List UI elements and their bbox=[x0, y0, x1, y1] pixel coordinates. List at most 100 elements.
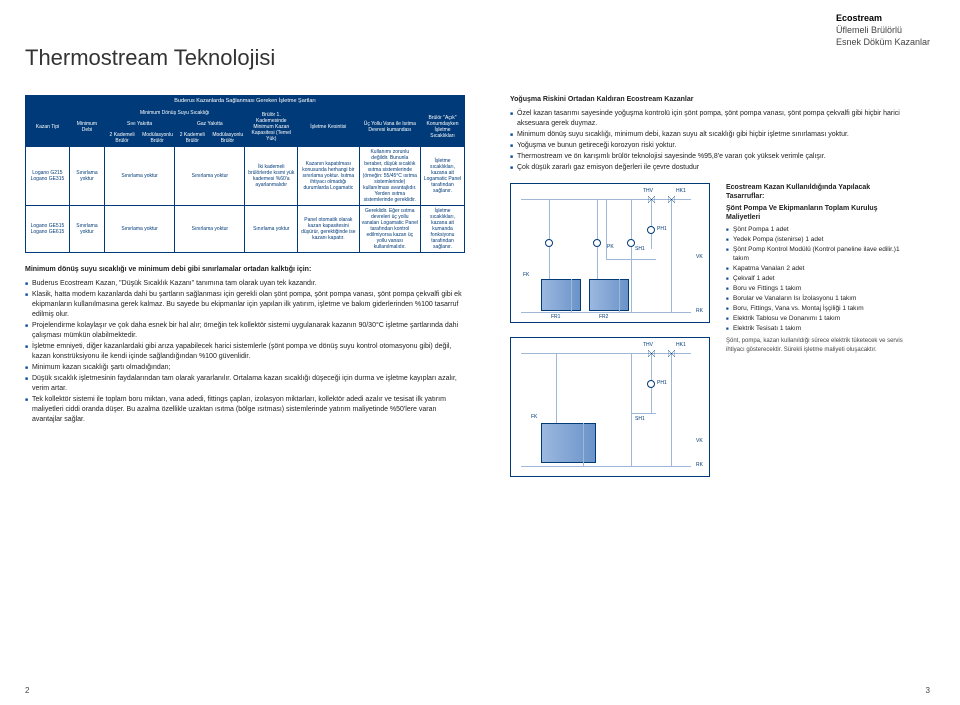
page-title: Thermostream Teknolojisi bbox=[25, 45, 275, 71]
r1-model: Logano G215 Logano GE315 bbox=[26, 147, 70, 206]
sidebar-item: Şönt Pomp Kontrol Modülü (Kontrol paneli… bbox=[726, 245, 906, 263]
pump-icon bbox=[647, 226, 655, 234]
pump-icon bbox=[593, 239, 601, 247]
label-hk1: HK1 bbox=[676, 342, 686, 348]
sidebar-item: Boru, Fittings, Vana vs. Montaj İşçiliği… bbox=[726, 304, 906, 313]
sidebar-item: Boru ve Fittings 1 takım bbox=[726, 284, 906, 293]
brand-name: Ecostream bbox=[836, 12, 930, 24]
right-bullet-5: Çok düşük zararlı gaz emisyon değerleri … bbox=[510, 163, 930, 173]
label-vk: VK bbox=[696, 438, 703, 444]
label-fk: FK bbox=[523, 272, 529, 278]
th-2kad-1: 2 Kademeli Brülör bbox=[105, 130, 140, 147]
r1-c1: Sınırlama yoktur bbox=[69, 147, 104, 206]
r2-c1: Sınırlama yoktur bbox=[69, 206, 104, 253]
r2-c3: Sınırlama yoktur bbox=[175, 206, 245, 253]
label-ph1: PH1 bbox=[657, 380, 667, 386]
right-section-title: Yoğuşma Riskini Ortadan Kaldıran Ecostre… bbox=[510, 95, 930, 105]
r2-c5: Panel otomatik olarak kazan kapasitesini… bbox=[298, 206, 359, 253]
valve-icon bbox=[668, 350, 675, 357]
pump-icon bbox=[647, 380, 655, 388]
body-bullet-3: Projelendirme kolaylaşır ve çok daha esn… bbox=[25, 321, 465, 341]
header-brand-block: Ecostream Üflemeli Brülörlü Esnek Döküm … bbox=[836, 12, 930, 48]
pump-icon bbox=[627, 239, 635, 247]
left-column: Buderus Kazanlarda Sağlanması Gereken İş… bbox=[25, 95, 465, 426]
brand-line-1: Üflemeli Brülörlü bbox=[836, 24, 930, 36]
boiler-icon bbox=[541, 423, 596, 463]
th-brulor1: Brülör 1. Kademesinde Minimum Kazan Kapa… bbox=[245, 108, 298, 147]
r2-model: Logano GE515 Logano GE615 bbox=[26, 206, 70, 253]
body-text: Minimum dönüş suyu sıcaklığı ve minimum … bbox=[25, 265, 465, 425]
r2-c2: Sınırlama yoktur bbox=[105, 206, 175, 253]
r2-c6: Gereklidir. Eğer ısıtma devreleri üç yol… bbox=[359, 206, 420, 253]
table: Kazan Tipi Minimum Debi Minimum Dönüş Su… bbox=[25, 107, 465, 253]
th-kazan-tipi: Kazan Tipi bbox=[26, 108, 70, 147]
right-bullet-4: Thermostream ve ön karışımlı brülör tekn… bbox=[510, 152, 930, 162]
right-text: Yoğuşma Riskini Ortadan Kaldıran Ecostre… bbox=[510, 95, 930, 173]
label-sh1: SH1 bbox=[635, 416, 645, 422]
conditions-table: Buderus Kazanlarda Sağlanması Gereken İş… bbox=[25, 95, 465, 253]
r1-c6: Kullanımı zorunlu değildir. Bununla bera… bbox=[359, 147, 420, 206]
label-fr1: FR1 bbox=[551, 314, 560, 320]
right-bullet-3: Yoğuşma ve bunun getireceği korozyon ris… bbox=[510, 141, 930, 151]
r1-c7: İşletme sıcaklıkları, kazana ait Logamat… bbox=[421, 147, 465, 206]
label-thv: THV bbox=[643, 342, 653, 348]
body-bullet-1: Buderus Ecostream Kazan, "Düşük Sıcaklık… bbox=[25, 279, 465, 289]
sidebar-item: Çekvalf 1 adet bbox=[726, 274, 906, 283]
label-rk: RK bbox=[696, 462, 703, 468]
sidebar-item: Yedek Pompa (istenirse) 1 adet bbox=[726, 235, 906, 244]
boiler-icon bbox=[589, 279, 629, 311]
diagram-column: THV HK1 PH1 SH1 FK PK FR1 FR2 VK RK bbox=[510, 183, 710, 491]
boiler-icon bbox=[541, 279, 581, 311]
label-pk: PK bbox=[607, 244, 614, 250]
sidebar-item: Borular ve Vanaların Isı İzolasyonu 1 ta… bbox=[726, 294, 906, 303]
right-column: Yoğuşma Riskini Ortadan Kaldıran Ecostre… bbox=[510, 95, 930, 491]
r1-c3: Sınırlama yoktur bbox=[175, 147, 245, 206]
body-bullet-4: İşletme emniyeti, diğer kazanlardaki gib… bbox=[25, 342, 465, 362]
r2-c7: İşletme sıcaklıkları, kazana ait kumanda… bbox=[421, 206, 465, 253]
valve-icon bbox=[648, 196, 655, 203]
label-ph1: PH1 bbox=[657, 226, 667, 232]
label-vk: VK bbox=[696, 254, 703, 260]
th-sivi: Sıvı Yakıtta bbox=[105, 119, 175, 130]
pump-icon bbox=[545, 239, 553, 247]
th-mod-1: Modülasyonlu Brülör bbox=[140, 130, 175, 147]
r2-c4: Sınırlama yoktur bbox=[245, 206, 298, 253]
table-title: Buderus Kazanlarda Sağlanması Gereken İş… bbox=[25, 95, 465, 107]
sidebar-item: Elektrik Tesisatı 1 takım bbox=[726, 324, 906, 333]
th-min-debi: Minimum Debi bbox=[69, 108, 104, 147]
label-fr2: FR2 bbox=[599, 314, 608, 320]
page-number-right: 3 bbox=[926, 686, 930, 695]
th-min-donus: Minimum Dönüş Suyu Sıcaklığı bbox=[105, 108, 245, 119]
right-split: THV HK1 PH1 SH1 FK PK FR1 FR2 VK RK bbox=[510, 183, 930, 491]
piping-diagram-2: THV HK1 PH1 SH1 FK VK RK bbox=[510, 337, 710, 477]
brand-line-2: Esnek Döküm Kazanlar bbox=[836, 36, 930, 48]
label-fk: FK bbox=[531, 414, 537, 420]
th-acik: Brülör "Açık" Konumdayken İşletme Sıcakl… bbox=[421, 108, 465, 147]
th-isletme: İşletme Kesintisi bbox=[298, 108, 359, 147]
body-section-title: Minimum dönüş suyu sıcaklığı ve minimum … bbox=[25, 265, 465, 275]
label-sh1: SH1 bbox=[635, 246, 645, 252]
sidebar-footnote: Şönt, pompa, kazan kullanıldığı sürece e… bbox=[726, 337, 906, 355]
body-bullet-5: Minimum kazan sıcaklığı şartı olmadığınd… bbox=[25, 363, 465, 373]
sidebar-item: Kapatma Vanaları 2 adet bbox=[726, 264, 906, 273]
right-bullet-1: Özel kazan tasarımı sayesinde yoğuşma ko… bbox=[510, 109, 930, 129]
th-3yollu: Üç Yollu Vana ile Isıtma Devresi kumanda… bbox=[359, 108, 420, 147]
sidebar-list: Ecostream Kazan Kullanıldığında Yapılaca… bbox=[726, 183, 906, 491]
body-bullet-7: Tek kollektör sistemi ile toplam boru mi… bbox=[25, 395, 465, 425]
sidebar-title-1: Ecostream Kazan Kullanıldığında Yapılaca… bbox=[726, 183, 906, 201]
piping-diagram-1: THV HK1 PH1 SH1 FK PK FR1 FR2 VK RK bbox=[510, 183, 710, 323]
sidebar-title-2: Şönt Pompa Ve Ekipmanların Toplam Kurulu… bbox=[726, 204, 906, 222]
sidebar-item: Şönt Pompa 1 adet bbox=[726, 225, 906, 234]
r1-c4: İki kademeli brülörlerde kısmi yük kadem… bbox=[245, 147, 298, 206]
body-bullet-6: Düşük sıcaklık işletmesinin faydalarında… bbox=[25, 374, 465, 394]
label-thv: THV bbox=[643, 188, 653, 194]
body-bullet-2: Klasik, hatta modern kazanlarda dahi bu … bbox=[25, 290, 465, 320]
r1-c2: Sınırlama yoktur bbox=[105, 147, 175, 206]
page-number-left: 2 bbox=[25, 686, 29, 695]
th-2kad-2: 2 Kademeli Brülör bbox=[175, 130, 210, 147]
label-rk: RK bbox=[696, 308, 703, 314]
label-hk1: HK1 bbox=[676, 188, 686, 194]
sidebar-item: Elektrik Tablosu ve Donanımı 1 takım bbox=[726, 314, 906, 323]
th-mod-2: Modülasyonlu Brülör bbox=[210, 130, 245, 147]
r1-c5: Kazanın kapatılması konusunda herhangi b… bbox=[298, 147, 359, 206]
